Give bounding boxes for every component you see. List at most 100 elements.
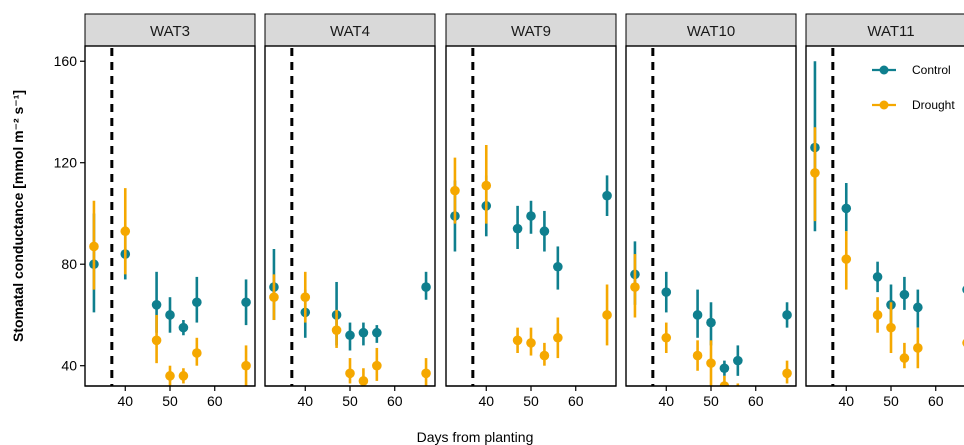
data-point bbox=[719, 381, 730, 386]
x-tick-label: 40 bbox=[478, 393, 494, 409]
data-point bbox=[241, 297, 251, 308]
data-point bbox=[178, 371, 189, 381]
data-point bbox=[345, 368, 355, 379]
data-point bbox=[300, 292, 311, 302]
data-point bbox=[372, 360, 382, 371]
series-drought bbox=[450, 144, 612, 366]
panel-title: WAT3 bbox=[150, 23, 190, 40]
data-point bbox=[913, 302, 923, 313]
data-point bbox=[331, 325, 342, 335]
panel-title: WAT10 bbox=[687, 23, 735, 40]
panel-plot-area bbox=[269, 48, 431, 386]
x-tick-label: 40 bbox=[117, 393, 133, 409]
series-drought bbox=[89, 188, 251, 386]
panel-plot-area bbox=[630, 48, 792, 399]
data-point bbox=[269, 292, 279, 302]
data-point bbox=[872, 310, 883, 320]
data-point bbox=[345, 330, 355, 341]
legend-item-control: Control bbox=[872, 63, 951, 77]
data-point bbox=[692, 310, 703, 320]
data-point bbox=[602, 190, 612, 201]
data-point bbox=[886, 322, 896, 333]
panel-strip bbox=[445, 13, 617, 47]
x-tick-label: 40 bbox=[297, 393, 313, 409]
data-point bbox=[810, 168, 820, 178]
y-axis-title: Stomatal conductance [mmol m⁻² s⁻¹] bbox=[10, 90, 26, 342]
data-point bbox=[733, 389, 743, 399]
data-point bbox=[526, 338, 536, 348]
data-point bbox=[192, 348, 202, 358]
legend: Control Drought bbox=[872, 63, 955, 112]
data-point bbox=[782, 310, 792, 320]
panel-strip bbox=[264, 13, 436, 47]
data-point bbox=[120, 226, 131, 237]
data-point bbox=[512, 223, 523, 234]
x-tick-label: 60 bbox=[387, 393, 403, 409]
data-point bbox=[630, 282, 640, 292]
data-point bbox=[165, 310, 175, 320]
data-point bbox=[782, 368, 792, 379]
x-tick-label: 40 bbox=[838, 393, 854, 409]
x-tick-label: 40 bbox=[658, 393, 674, 409]
series-control bbox=[450, 175, 612, 290]
data-point bbox=[899, 289, 910, 300]
panel-wat9: WAT9 bbox=[445, 13, 617, 387]
x-tick-label: 50 bbox=[162, 393, 178, 409]
data-point bbox=[602, 310, 612, 320]
x-tick-label: 50 bbox=[342, 393, 358, 409]
data-point bbox=[358, 376, 369, 386]
panel-strip bbox=[805, 13, 964, 47]
data-point bbox=[841, 254, 852, 264]
data-point bbox=[151, 300, 162, 310]
data-point bbox=[539, 350, 550, 361]
data-point bbox=[450, 185, 460, 196]
data-point bbox=[661, 287, 672, 297]
series-control bbox=[89, 213, 251, 336]
data-point bbox=[165, 371, 175, 381]
panel-strip bbox=[625, 13, 797, 47]
data-point bbox=[421, 282, 431, 292]
axes-layer: 40 50 60 40 50 60 40 50 60 40 50 60 40 50 60 40 80 120 160 bbox=[54, 53, 964, 409]
data-point bbox=[241, 360, 251, 371]
data-point bbox=[692, 350, 703, 361]
panel-wat4: WAT4 bbox=[264, 13, 436, 387]
data-point bbox=[872, 272, 883, 282]
panel-title: WAT4 bbox=[330, 23, 370, 40]
data-point bbox=[539, 226, 550, 237]
data-point bbox=[512, 335, 523, 346]
x-tick-label: 60 bbox=[928, 393, 944, 409]
panel-plot-area bbox=[89, 48, 251, 386]
legend-label: Drought bbox=[912, 98, 955, 112]
data-point bbox=[661, 332, 672, 343]
panel-plot-area bbox=[450, 48, 612, 386]
data-point bbox=[706, 317, 716, 328]
data-point bbox=[151, 335, 162, 346]
x-tick-label: 60 bbox=[207, 393, 223, 409]
legend-item-drought: Drought bbox=[872, 98, 955, 112]
panel-title: WAT9 bbox=[511, 23, 551, 40]
data-point bbox=[421, 368, 431, 379]
series-drought bbox=[810, 127, 964, 369]
x-tick-label: 50 bbox=[703, 393, 719, 409]
data-point bbox=[481, 180, 492, 191]
panel-plot-area bbox=[810, 48, 964, 386]
data-point bbox=[553, 261, 563, 272]
x-tick-label: 60 bbox=[568, 393, 584, 409]
y-tick-label: 80 bbox=[61, 256, 77, 272]
data-point bbox=[553, 332, 563, 343]
panel-wat3: WAT3 bbox=[84, 13, 256, 387]
legend-label: Control bbox=[912, 63, 951, 77]
panel-frame bbox=[805, 45, 964, 387]
legend-marker bbox=[879, 100, 889, 110]
x-axis-title: Days from planting bbox=[417, 429, 534, 445]
panel-wat11: WAT11 bbox=[805, 13, 964, 387]
series-control bbox=[269, 248, 431, 351]
data-point bbox=[733, 355, 743, 366]
y-tick-label: 40 bbox=[61, 358, 77, 374]
data-point bbox=[913, 343, 923, 353]
series-drought bbox=[630, 254, 792, 399]
data-point bbox=[89, 241, 99, 252]
data-point bbox=[526, 211, 536, 221]
data-point bbox=[178, 322, 189, 333]
